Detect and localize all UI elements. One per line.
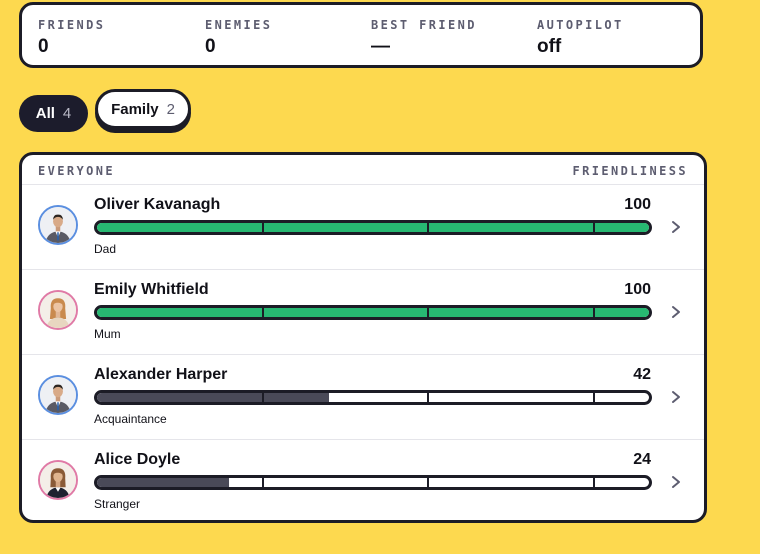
person-name: Emily Whitfield bbox=[94, 281, 209, 298]
stat-value: 0 bbox=[205, 36, 216, 57]
friendliness-score: 100 bbox=[624, 196, 651, 213]
stat-value: off bbox=[537, 36, 562, 57]
person-row[interactable]: Oliver Kavanagh 100 Dad bbox=[22, 185, 704, 270]
stats-card: FRIENDS 0 ENEMIES 0 BEST FRIEND — AUTOPI… bbox=[19, 2, 703, 68]
person-name: Oliver Kavanagh bbox=[94, 196, 221, 213]
stat-value: 0 bbox=[38, 36, 49, 57]
friendliness-bar-tick bbox=[427, 308, 430, 317]
relation-label: Dad bbox=[94, 242, 117, 256]
friendliness-bar-tick bbox=[427, 478, 430, 487]
friendliness-score: 42 bbox=[633, 366, 651, 383]
friendliness-bar-tick bbox=[592, 478, 595, 487]
stat-label: FRIENDS bbox=[38, 18, 106, 32]
friendliness-bar-tick bbox=[592, 223, 595, 232]
friendliness-bar-fill bbox=[97, 393, 329, 402]
filter-chip-label: Family bbox=[111, 100, 159, 118]
person-row[interactable]: Emily Whitfield 100 Mum bbox=[22, 270, 704, 355]
stat-label: ENEMIES bbox=[205, 18, 273, 32]
column-header-friendliness: FRIENDLINESS bbox=[572, 164, 688, 178]
stat-autopilot: AUTOPILOT off bbox=[537, 18, 624, 58]
stat-label: AUTOPILOT bbox=[537, 18, 624, 32]
filter-chip-family[interactable]: Family 2 bbox=[95, 89, 191, 129]
filter-chip-count: 4 bbox=[62, 105, 72, 122]
person-row[interactable]: Alexander Harper 42 Acquaintance bbox=[22, 355, 704, 440]
man-suit-avatar bbox=[38, 375, 78, 415]
people-panel: EVERYONE FRIENDLINESS Oliver Kavanagh 100… bbox=[19, 152, 707, 523]
friendliness-bar bbox=[94, 390, 652, 405]
chevron-right-icon[interactable] bbox=[670, 220, 682, 234]
filter-chip-count: 2 bbox=[166, 100, 175, 118]
chevron-right-icon[interactable] bbox=[670, 390, 682, 404]
friendliness-bar-tick bbox=[261, 393, 264, 402]
friendliness-bar bbox=[94, 305, 652, 320]
friendliness-bar-tick bbox=[592, 308, 595, 317]
stat-friends: FRIENDS 0 bbox=[38, 18, 105, 58]
chevron-right-icon[interactable] bbox=[670, 305, 682, 319]
person-name: Alexander Harper bbox=[94, 366, 228, 383]
friendliness-bar-fill bbox=[97, 478, 230, 487]
friendliness-bar-fill bbox=[97, 308, 649, 317]
panel-header: EVERYONE FRIENDLINESS bbox=[22, 155, 704, 185]
friendliness-bar-tick bbox=[261, 478, 264, 487]
person-row[interactable]: Alice Doyle 24 Stranger bbox=[22, 440, 704, 520]
people-list: Oliver Kavanagh 100 Dad Emily Whitfield 100 M… bbox=[22, 185, 704, 520]
relation-label: Acquaintance bbox=[94, 412, 167, 426]
man-suit-avatar bbox=[38, 205, 78, 245]
filter-chip-label: All bbox=[35, 105, 55, 122]
stat-label: BEST FRIEND bbox=[371, 18, 477, 32]
friendliness-bar-tick bbox=[261, 223, 264, 232]
friendliness-bar bbox=[94, 475, 652, 490]
friendliness-score: 100 bbox=[624, 281, 651, 298]
chevron-right-icon[interactable] bbox=[670, 475, 682, 489]
woman-dark-avatar bbox=[38, 460, 78, 500]
filter-chip-all[interactable]: All 4 bbox=[19, 95, 88, 132]
friendliness-bar-tick bbox=[592, 393, 595, 402]
stat-best-friend: BEST FRIEND — bbox=[371, 18, 477, 58]
friendliness-bar bbox=[94, 220, 652, 235]
relation-label: Stranger bbox=[94, 497, 141, 511]
friendliness-bar-fill bbox=[97, 223, 649, 232]
friendliness-bar-tick bbox=[261, 308, 264, 317]
stat-enemies: ENEMIES 0 bbox=[205, 18, 272, 58]
person-name: Alice Doyle bbox=[94, 451, 181, 468]
stat-value: — bbox=[371, 36, 390, 57]
relation-label: Mum bbox=[94, 327, 121, 341]
column-header-everyone: EVERYONE bbox=[38, 164, 115, 178]
friendliness-score: 24 bbox=[633, 451, 651, 468]
friendliness-bar-tick bbox=[427, 223, 430, 232]
woman-blonde-avatar bbox=[38, 290, 78, 330]
friendliness-bar-tick bbox=[427, 393, 430, 402]
